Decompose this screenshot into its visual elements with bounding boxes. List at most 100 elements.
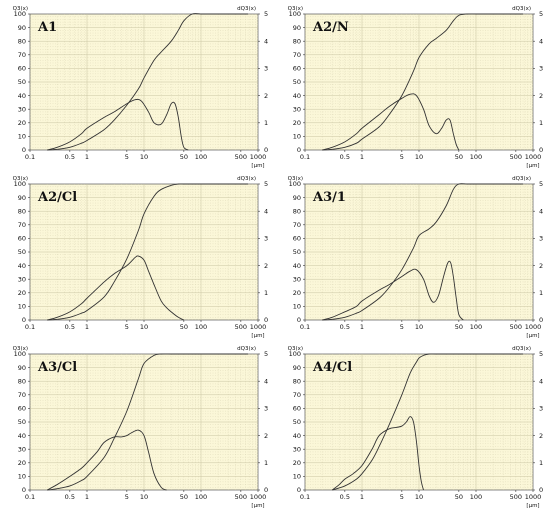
chart-panel: 0 10 20 30 40 50 60 70 80 90 100 0 1 2 3 4 5 0.1 0.5 1 5 10 50…: [275, 170, 550, 340]
x-tick-label: 5: [400, 323, 404, 331]
density-curve: [322, 260, 464, 321]
x-tick-label: 1: [360, 153, 364, 161]
y-left-tick-label: 20: [18, 119, 26, 127]
y-left-tick-label: 60: [18, 65, 26, 73]
chart-panel: 0 10 20 30 40 50 60 70 80 90 100 0 1 2 3 4 5 0.1 0.5 1 5 10 50…: [275, 0, 550, 170]
x-unit-label: [µm]: [526, 503, 539, 509]
x-tick-label: 5: [125, 153, 129, 161]
y-left-tick-label: 90: [18, 194, 26, 202]
y-left-tick-label: 20: [18, 459, 26, 467]
y-left-tick-label: 70: [293, 221, 301, 229]
y-right-tick-label: 1: [264, 289, 268, 297]
x-tick-label: 5: [400, 493, 404, 501]
y-right-tick-label: 5: [539, 350, 543, 358]
x-tick-label: 500: [510, 153, 522, 161]
y-left-tick-label: 0: [22, 486, 26, 494]
y-left-tick-label: 90: [18, 364, 26, 372]
y-right-tick-label: 2: [539, 92, 543, 100]
y-left-axis-label: Q3(x): [288, 346, 303, 352]
y-left-tick-label: 0: [297, 316, 301, 324]
x-tick-label: 500: [235, 153, 247, 161]
y-right-tick-label: 4: [539, 377, 543, 385]
y-right-tick-label: 0: [539, 316, 543, 324]
y-left-tick-label: 40: [293, 432, 301, 440]
x-tick-label: 0.1: [25, 153, 35, 161]
y-left-tick-label: 10: [18, 473, 26, 481]
y-left-tick-label: 40: [293, 92, 301, 100]
y-left-axis-label: Q3(x): [288, 6, 303, 12]
x-tick-label: 0.1: [300, 493, 310, 501]
y-left-tick-label: 50: [18, 418, 26, 426]
x-tick-label: 10: [140, 153, 148, 161]
y-right-tick-label: 0: [264, 316, 268, 324]
y-left-tick-label: 80: [18, 37, 26, 45]
x-tick-label: 500: [510, 323, 522, 331]
x-tick-label: 1000: [250, 153, 267, 161]
y-right-tick-label: 3: [264, 65, 268, 73]
x-tick-label: 100: [195, 493, 207, 501]
x-tick-label: 50: [180, 153, 188, 161]
y-left-tick-label: 60: [293, 405, 301, 413]
y-left-axis-label: Q3(x): [13, 176, 28, 182]
x-tick-label: 100: [470, 493, 482, 501]
y-left-tick-label: 10: [18, 133, 26, 141]
panel-label: A2/Cl: [37, 190, 77, 205]
y-right-tick-label: 2: [264, 262, 268, 270]
y-left-tick-label: 20: [293, 459, 301, 467]
panel-label: A3/Cl: [37, 360, 77, 375]
grid-lines: [30, 354, 258, 490]
x-tick-label: 1000: [525, 323, 542, 331]
x-tick-label: 1: [85, 323, 89, 331]
x-tick-label: 100: [470, 153, 482, 161]
x-tick-label: 500: [510, 493, 522, 501]
y-right-tick-label: 1: [539, 119, 543, 127]
x-unit-label: [µm]: [526, 333, 539, 339]
y-right-tick-label: 3: [264, 235, 268, 243]
y-left-tick-label: 60: [18, 235, 26, 243]
y-right-tick-label: 4: [264, 37, 268, 45]
x-tick-label: 0.5: [340, 493, 350, 501]
x-tick-label: 0.5: [65, 153, 75, 161]
y-left-tick-label: 50: [293, 78, 301, 86]
x-tick-label: 10: [140, 323, 148, 331]
y-left-tick-label: 10: [18, 303, 26, 311]
y-right-axis-label: dQ3(x): [512, 176, 531, 182]
y-left-axis-label: Q3(x): [13, 6, 28, 12]
y-left-tick-label: 0: [297, 146, 301, 154]
y-right-axis-label: dQ3(x): [237, 346, 256, 352]
y-left-tick-label: 50: [18, 78, 26, 86]
x-tick-label: 500: [235, 323, 247, 331]
y-right-axis-label: dQ3(x): [512, 6, 531, 12]
x-tick-label: 100: [470, 323, 482, 331]
grid-lines: [30, 14, 258, 150]
y-left-tick-label: 70: [18, 221, 26, 229]
x-tick-label: 10: [415, 153, 423, 161]
cumulative-curve: [332, 353, 523, 491]
y-left-tick-label: 70: [293, 51, 301, 59]
y-right-tick-label: 1: [539, 289, 543, 297]
y-right-tick-label: 0: [264, 146, 268, 154]
x-tick-label: 5: [400, 153, 404, 161]
x-tick-label: 0.5: [65, 323, 75, 331]
y-right-tick-label: 4: [264, 207, 268, 215]
x-tick-label: 50: [455, 493, 463, 501]
y-left-tick-label: 90: [293, 24, 301, 32]
cumulative-curve: [322, 13, 523, 151]
y-right-tick-label: 0: [264, 486, 268, 494]
y-left-tick-label: 90: [293, 364, 301, 372]
x-tick-label: 1000: [250, 493, 267, 501]
y-right-tick-label: 4: [264, 377, 268, 385]
chart-panel: 0 10 20 30 40 50 60 70 80 90 100 0 1 2 3 4 5 0.1 0.5 1 5 10 50…: [0, 0, 275, 170]
x-tick-label: 50: [180, 493, 188, 501]
y-right-tick-label: 1: [539, 459, 543, 467]
chart-panel: 0 10 20 30 40 50 60 70 80 90 100 0 1 2 3 4 5 0.1 0.5 1 5 10 50…: [275, 340, 550, 510]
panel-label: A2/N: [312, 20, 349, 35]
y-left-tick-label: 80: [18, 207, 26, 215]
x-tick-label: 5: [125, 323, 129, 331]
chart-panel: 0 10 20 30 40 50 60 70 80 90 100 0 1 2 3 4 5 0.1 0.5 1 5 10 50…: [0, 340, 275, 510]
x-tick-label: 50: [180, 323, 188, 331]
y-left-tick-label: 40: [18, 92, 26, 100]
